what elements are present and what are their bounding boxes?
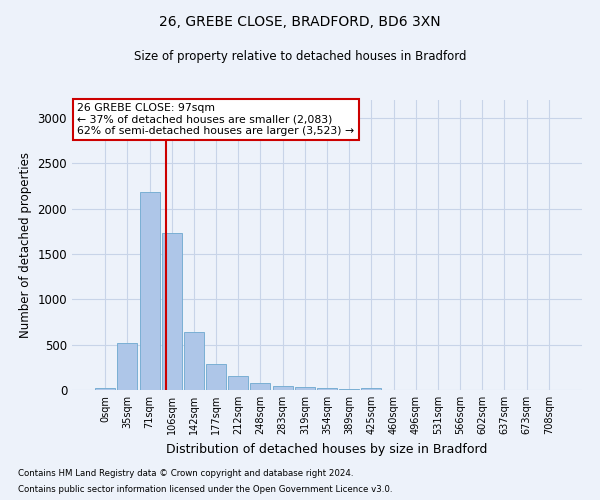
Bar — [206, 364, 226, 390]
Bar — [228, 376, 248, 390]
Bar — [250, 383, 271, 390]
Bar — [95, 388, 115, 390]
Bar — [140, 192, 160, 390]
Bar — [272, 386, 293, 390]
X-axis label: Distribution of detached houses by size in Bradford: Distribution of detached houses by size … — [166, 442, 488, 456]
Bar — [162, 233, 182, 390]
Text: 26 GREBE CLOSE: 97sqm
← 37% of detached houses are smaller (2,083)
62% of semi-d: 26 GREBE CLOSE: 97sqm ← 37% of detached … — [77, 103, 354, 136]
Bar — [339, 388, 359, 390]
Text: Contains public sector information licensed under the Open Government Licence v3: Contains public sector information licen… — [18, 485, 392, 494]
Text: 26, GREBE CLOSE, BRADFORD, BD6 3XN: 26, GREBE CLOSE, BRADFORD, BD6 3XN — [159, 15, 441, 29]
Bar — [361, 388, 382, 390]
Text: Contains HM Land Registry data © Crown copyright and database right 2024.: Contains HM Land Registry data © Crown c… — [18, 468, 353, 477]
Bar — [295, 388, 315, 390]
Bar — [184, 332, 204, 390]
Y-axis label: Number of detached properties: Number of detached properties — [19, 152, 32, 338]
Text: Size of property relative to detached houses in Bradford: Size of property relative to detached ho… — [134, 50, 466, 63]
Bar — [317, 388, 337, 390]
Bar — [118, 343, 137, 390]
